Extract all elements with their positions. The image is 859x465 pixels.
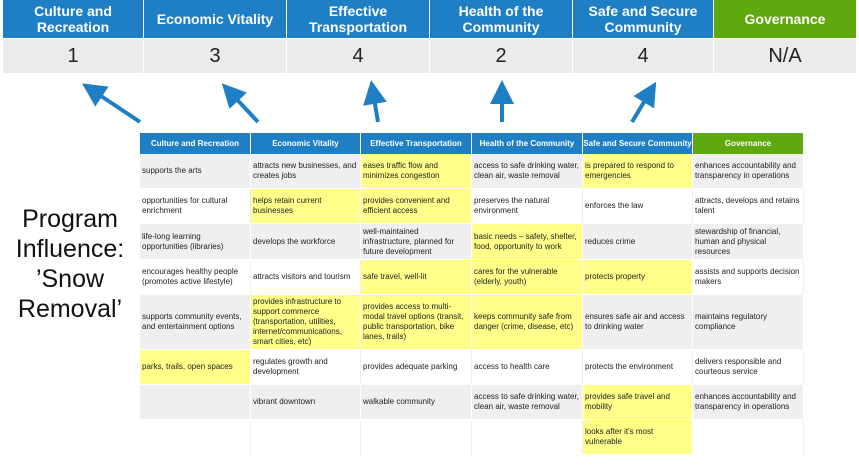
table-cell: eases traffic flow and minimizes congest… — [361, 154, 472, 189]
table-cell: well-maintained infrastructure, planned … — [361, 224, 472, 260]
arrow-icon — [630, 81, 657, 124]
table-cell: looks after it's most vulnerable — [583, 420, 693, 455]
table-cell: provides infrastructure to support comme… — [251, 295, 361, 350]
table-cell — [472, 420, 583, 455]
program-influence-label: Program Influence: ’Snow Removal’ — [15, 205, 125, 323]
table-cell: opportunities for cultural enrichment — [140, 189, 251, 224]
summary-score: 2 — [430, 38, 573, 73]
table-cell: walkable community — [361, 385, 472, 420]
summary-score: 1 — [3, 38, 144, 73]
table-cell: provides access to multi-modal travel op… — [361, 295, 472, 350]
influence-table: Culture and Recreation Economic Vitality E… — [140, 133, 804, 455]
table-cell: provides adequate parking — [361, 350, 472, 385]
table-header: Economic Vitality — [251, 133, 361, 154]
table-cell — [361, 420, 472, 455]
table-cell: assists and supports decision makers — [693, 260, 804, 295]
table-cell: enhances accountability and transparency… — [693, 385, 804, 420]
table-cell: life-long learning opportunities (librar… — [140, 224, 251, 260]
table-header: Culture and Recreation — [140, 133, 251, 154]
table-cell: attracts visitors and tourism — [251, 260, 361, 295]
table-cell: delivers responsible and courteous servi… — [693, 350, 804, 385]
table-cell: provides convenient and efficient access — [361, 189, 472, 224]
table-cell: vibrant downtown — [251, 385, 361, 420]
table-cell — [251, 420, 361, 455]
table-cell: protects the environment — [583, 350, 693, 385]
table-cell: supports the arts — [140, 154, 251, 189]
summary-header: Safe and Secure Community — [573, 0, 714, 38]
table-cell: enforces the law — [583, 189, 693, 224]
summary-header: Health of the Community — [430, 0, 573, 38]
table-cell: ensures safe air and access to drinking … — [583, 295, 693, 350]
table-cell: attracts new businesses, and creates job… — [251, 154, 361, 189]
table-cell: helps retain current businesses — [251, 189, 361, 224]
arrow-icon — [221, 83, 260, 124]
table-cell: basic needs – safety, shelter, food, opp… — [472, 224, 583, 260]
table-header: Health of the Community — [472, 133, 583, 154]
arrows — [82, 80, 657, 124]
table-cell: protects property — [583, 260, 693, 295]
table-cell: regulates growth and development — [251, 350, 361, 385]
table-cell: supports community events, and entertain… — [140, 295, 251, 350]
table-header: Safe and Secure Community — [583, 133, 693, 154]
table-cell: access to health care — [472, 350, 583, 385]
table-cell: attracts, develops and retains talent — [693, 189, 804, 224]
table-cell: maintains regulatory compliance — [693, 295, 804, 350]
table-cell: access to safe drinking water, clean air… — [472, 154, 583, 189]
summary-header: Effective Transportation — [287, 0, 430, 38]
table-cell — [140, 420, 251, 455]
table-cell: keeps community safe from danger (crime,… — [472, 295, 583, 350]
table-cell: enhances accountability and transparency… — [693, 154, 804, 189]
table-cell: provides safe travel and mobility — [583, 385, 693, 420]
summary-header: Economic Vitality — [144, 0, 287, 38]
table-cell — [140, 385, 251, 420]
table-header: Effective Transportation — [361, 133, 472, 154]
table-cell: encourages healthy people (promotes acti… — [140, 260, 251, 295]
summary-header: Governance — [714, 0, 857, 38]
summary-score: 3 — [144, 38, 287, 73]
table-cell: preserves the natural environment — [472, 189, 583, 224]
table-cell: stewardship of financial, human and phys… — [693, 224, 804, 260]
table-cell: is prepared to respond to emergencies — [583, 154, 693, 189]
summary-score: 4 — [287, 38, 430, 73]
arrow-icon — [363, 80, 387, 123]
arrow-icon — [82, 83, 142, 124]
summary-header: Culture and Recreation — [3, 0, 144, 38]
summary-score: 4 — [573, 38, 714, 73]
table-header: Governance — [693, 133, 804, 154]
table-cell: cares for the vulnerable (elderly, youth… — [472, 260, 583, 295]
table-cell — [693, 420, 804, 455]
table-cell: access to safe drinking water, clean air… — [472, 385, 583, 420]
summary-scores: Culture and Recreation 1 Economic Vitality… — [3, 0, 857, 73]
summary-score: N/A — [714, 38, 857, 73]
table-cell: reduces crime — [583, 224, 693, 260]
table-cell: safe travel, well-lit — [361, 260, 472, 295]
table-cell: develops the workforce — [251, 224, 361, 260]
table-cell: parks, trails, open spaces — [140, 350, 251, 385]
